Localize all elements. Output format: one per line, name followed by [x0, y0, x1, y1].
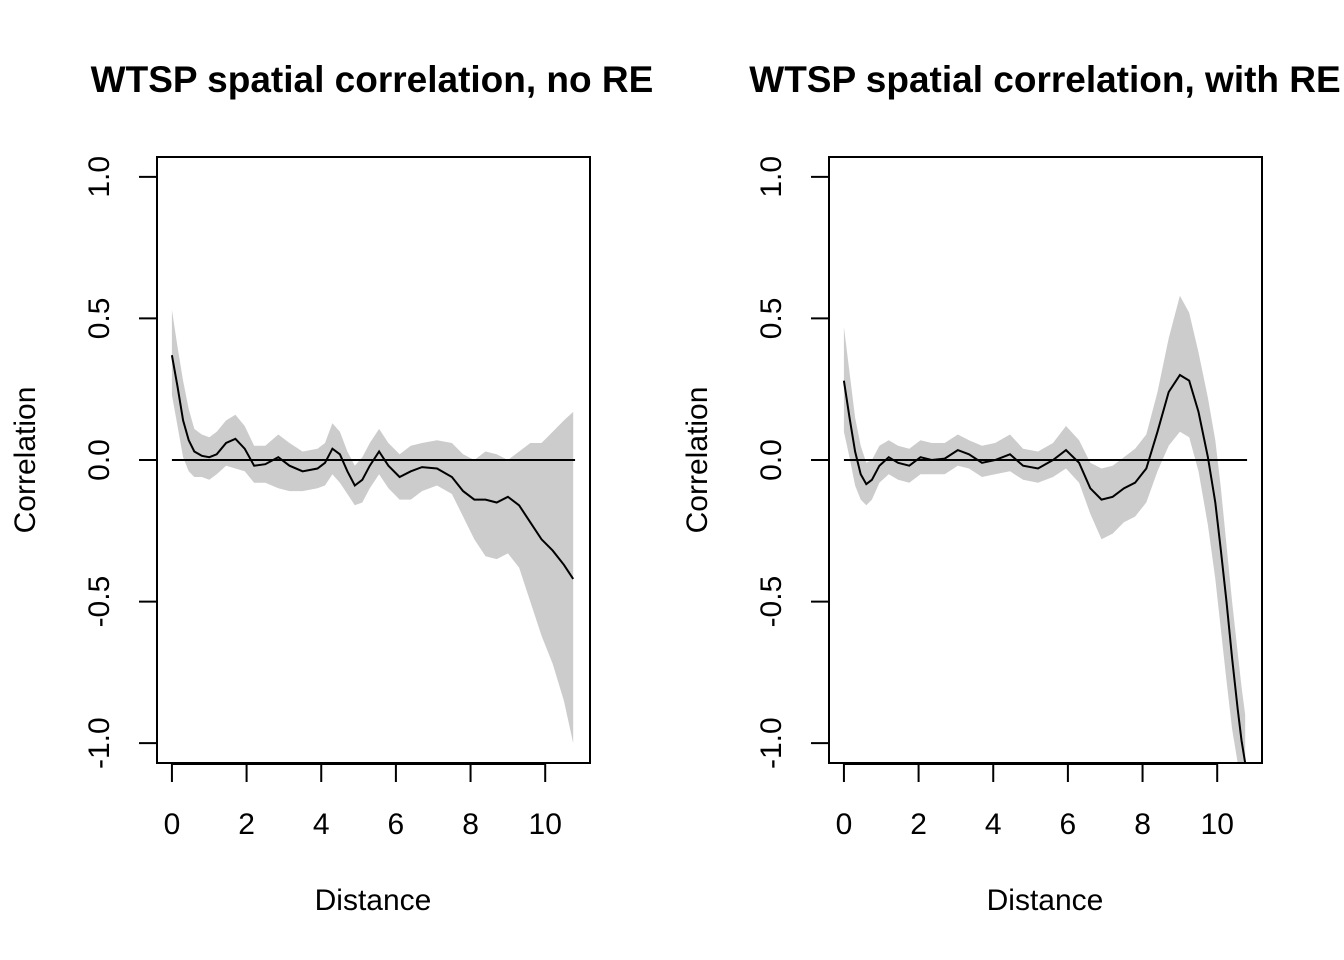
x-tick-label: 6 [388, 808, 405, 841]
x-axis: 0 2 4 6 8 10 [164, 763, 562, 841]
x-tick-label: 0 [836, 808, 853, 841]
x-tick-label: 4 [985, 808, 1002, 841]
y-axis-label: Correlation [9, 387, 42, 534]
y-tick-label: -0.5 [83, 576, 116, 628]
y-tick-label: 0.0 [83, 439, 116, 481]
y-tick-label: 0.0 [755, 439, 788, 481]
x-tick-label: 10 [1201, 808, 1234, 841]
y-tick-label: 0.5 [83, 298, 116, 340]
x-tick-label: 6 [1060, 808, 1077, 841]
x-tick-label: 10 [529, 808, 562, 841]
x-tick-label: 0 [164, 808, 181, 841]
ci-band-layer [843, 295, 1246, 763]
ci-band-layer [171, 309, 574, 744]
ci-band [171, 309, 574, 744]
y-axis: -1.0 -0.5 0.0 0.5 1.0 [83, 156, 158, 769]
chart-title: WTSP spatial correlation, no RE [91, 59, 654, 100]
y-tick-label: -1.0 [83, 717, 116, 769]
x-tick-label: 2 [910, 808, 927, 841]
mean-line-layer [170, 355, 575, 580]
x-tick-label: 8 [1134, 808, 1151, 841]
mean-correlation-line [170, 355, 575, 580]
x-tick-label: 8 [462, 808, 479, 841]
x-axis-label: Distance [987, 884, 1104, 917]
mean-correlation-line [842, 373, 1247, 764]
chart-title: WTSP spatial correlation, with RE [749, 59, 1340, 100]
y-tick-label: -1.0 [755, 717, 788, 769]
y-tick-label: 1.0 [755, 156, 788, 198]
ci-band [843, 295, 1246, 763]
x-tick-label: 4 [313, 808, 330, 841]
x-axis-label: Distance [315, 884, 432, 917]
y-tick-label: -0.5 [755, 576, 788, 628]
panel-no-re: WTSP spatial correlation, no RE 0 2 4 6 8 10 … [9, 59, 653, 917]
panel-with-re: WTSP spatial correlation, with RE 0 2 4 6 8 1… [681, 59, 1341, 917]
y-axis-label: Correlation [681, 387, 714, 534]
x-tick-label: 2 [238, 808, 255, 841]
y-tick-label: 0.5 [755, 298, 788, 340]
mean-line-layer [842, 373, 1247, 764]
y-axis: -1.0 -0.5 0.0 0.5 1.0 [755, 156, 830, 769]
y-tick-label: 1.0 [83, 156, 116, 198]
x-axis: 0 2 4 6 8 10 [836, 763, 1234, 841]
